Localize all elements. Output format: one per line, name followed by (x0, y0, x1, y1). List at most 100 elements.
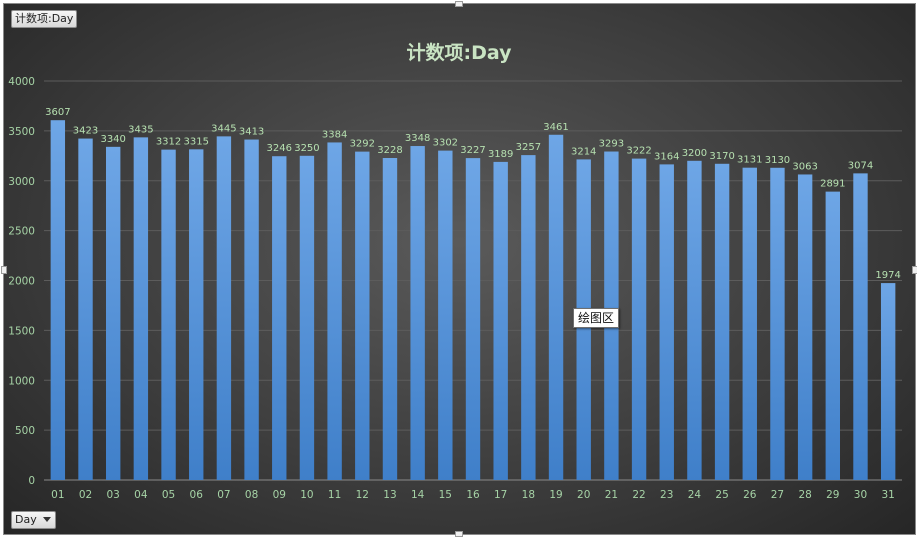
x-tick-label-30: 30 (854, 489, 867, 501)
data-label-02: 3423 (73, 126, 98, 137)
bar-11[interactable] (327, 142, 342, 481)
plot-area-tooltip: 绘图区 (573, 308, 620, 328)
x-tick-label-09: 09 (273, 489, 286, 501)
bar-27[interactable] (770, 167, 785, 480)
x-tick-label-31: 31 (881, 489, 894, 501)
bar-07[interactable] (216, 136, 232, 480)
bar-19[interactable] (548, 134, 564, 480)
x-tick-label-24: 24 (688, 489, 702, 501)
data-label-03: 3340 (100, 134, 125, 145)
data-label-28: 3063 (792, 161, 817, 172)
y-tick-label: 500 (15, 425, 35, 437)
x-tick-label-05: 05 (162, 489, 175, 501)
resize-handle-left[interactable] (1, 266, 7, 274)
bar-06[interactable] (189, 149, 204, 481)
data-label-21: 3293 (599, 139, 624, 150)
bar-16[interactable] (465, 158, 481, 480)
data-label-04: 3435 (128, 124, 153, 135)
x-tick-label-22: 22 (632, 489, 645, 501)
bar-25[interactable] (714, 163, 730, 481)
x-tick-label-20: 20 (577, 489, 590, 501)
bar-23[interactable] (659, 164, 674, 481)
bar-12[interactable] (355, 151, 370, 481)
x-tick-label-13: 13 (383, 489, 396, 501)
bar-chart: 计数项:Day 0 500 1000 1500 2000 2500 3000 3500 4000… (8, 41, 902, 501)
x-tick-label-25: 25 (715, 489, 728, 501)
y-tick-label: 1000 (8, 375, 35, 387)
data-label-30: 3074 (848, 160, 873, 171)
x-tick-label-15: 15 (439, 489, 452, 501)
data-label-11: 3384 (322, 129, 347, 140)
bar-15[interactable] (438, 150, 453, 481)
bar-14[interactable] (410, 146, 425, 481)
day-field-label: Day (15, 513, 37, 526)
bar-28[interactable] (797, 174, 813, 480)
data-label-31: 1974 (875, 270, 900, 281)
x-tick-label-28: 28 (798, 489, 811, 501)
x-tick-label-17: 17 (494, 489, 507, 501)
data-label-23: 3164 (654, 151, 679, 162)
x-tick-label-21: 21 (605, 489, 618, 501)
data-label-27: 3130 (765, 155, 790, 166)
resize-handle-top[interactable] (455, 1, 463, 7)
x-tick-label-04: 04 (134, 489, 148, 501)
y-tick-label: 2500 (8, 226, 35, 238)
bar-13[interactable] (382, 158, 398, 480)
bar-03[interactable] (105, 146, 121, 480)
bar-31[interactable] (880, 283, 896, 480)
bars (50, 120, 896, 481)
data-label-07: 3445 (211, 123, 236, 134)
data-label-25: 3170 (709, 151, 734, 162)
data-label-01: 3607 (45, 107, 70, 118)
data-label-13: 3228 (377, 145, 402, 156)
x-tick-label-18: 18 (522, 489, 535, 501)
bar-26[interactable] (742, 167, 757, 481)
chart-area[interactable]: 计数项:Day 0 500 1000 1500 2000 2500 3000 3500 4000… (3, 3, 916, 535)
bar-01[interactable] (50, 120, 66, 480)
data-label-14: 3348 (405, 133, 430, 144)
data-label-22: 3222 (626, 146, 651, 157)
day-axis-field-button[interactable]: Day (11, 511, 56, 529)
data-label-05: 3312 (156, 137, 181, 148)
bar-02[interactable] (78, 138, 93, 480)
data-label-12: 3292 (350, 139, 375, 150)
bar-18[interactable] (521, 155, 536, 480)
bar-24[interactable] (687, 160, 702, 481)
bar-09[interactable] (272, 156, 287, 481)
resize-handle-bottom[interactable] (455, 531, 463, 537)
x-tick-label-27: 27 (771, 489, 784, 501)
data-label-20: 3214 (571, 146, 596, 157)
x-tick-label-26: 26 (743, 489, 757, 501)
y-axis: 0 500 1000 1500 2000 2500 3000 3500 4000 (8, 76, 35, 487)
x-tick-label-12: 12 (356, 489, 369, 501)
bar-04[interactable] (133, 137, 149, 480)
x-tick-label-06: 06 (190, 489, 204, 501)
y-tick-label: 3500 (8, 126, 35, 138)
data-label-24: 3200 (682, 148, 707, 159)
bar-17[interactable] (493, 161, 508, 480)
data-label-09: 3246 (267, 143, 292, 154)
x-tick-label-19: 19 (549, 489, 562, 501)
x-tick-label-10: 10 (300, 489, 313, 501)
bar-05[interactable] (161, 149, 176, 481)
y-tick-label: 0 (28, 475, 35, 487)
x-tick-label-14: 14 (411, 489, 425, 501)
data-label-10: 3250 (294, 143, 319, 154)
data-label-17: 3189 (488, 149, 513, 160)
x-tick-label-03: 03 (107, 489, 120, 501)
y-tick-label: 4000 (8, 76, 35, 88)
bar-22[interactable] (631, 158, 647, 480)
resize-handle-right[interactable] (912, 266, 917, 274)
x-tick-label-29: 29 (826, 489, 839, 501)
bar-10[interactable] (299, 155, 315, 480)
data-label-06: 3315 (183, 136, 208, 147)
data-label-08: 3413 (239, 127, 264, 138)
bar-29[interactable] (825, 191, 841, 481)
pivot-value-field-button[interactable]: 计数项:Day (11, 10, 78, 28)
dropdown-arrow-icon[interactable] (42, 517, 51, 522)
bar-30[interactable] (853, 173, 868, 480)
x-tick-label-11: 11 (328, 489, 341, 501)
bar-08[interactable] (244, 139, 259, 480)
x-tick-label-02: 02 (79, 489, 92, 501)
